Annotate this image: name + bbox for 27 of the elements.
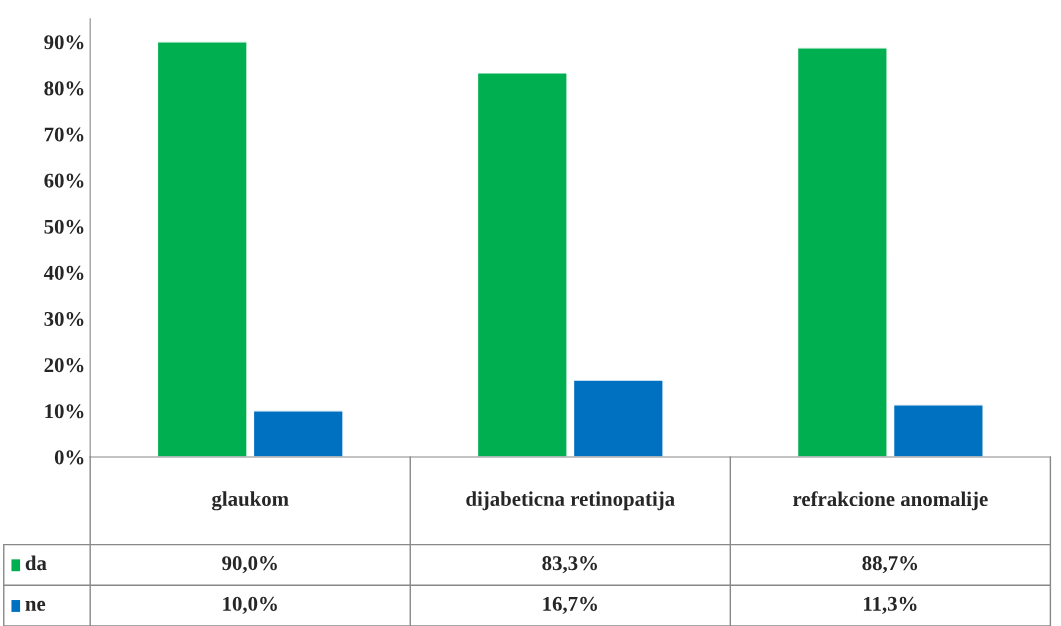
data-label: 16,7% [543,596,597,614]
bar [892,404,984,457]
y-tick-label: 30% [44,311,84,327]
data-label: 90,0% [222,556,277,574]
y-tick-label: 20% [44,358,84,373]
data-label: 83,3% [542,556,597,574]
y-tick-label: 0% [54,450,84,465]
data-label: 10,0% [223,596,277,614]
bar [476,72,568,457]
y-tick-label: 90% [44,35,84,50]
bar [796,47,888,457]
legend-label: da [25,555,47,571]
data-label: 88,7% [862,556,918,574]
y-tick-label: 40% [43,265,84,280]
y-tick-label: 10% [45,404,84,419]
bar [252,410,344,457]
data-label: 11,3% [863,596,917,614]
y-tick-label: 80% [44,81,84,96]
legend-label: ne [25,600,46,611]
y-tick-label: 60% [44,173,84,188]
x-tick-label: dijabeticna retinopatija [466,491,675,511]
x-tick-label: refrakcione anomalije [793,491,988,511]
x-tick-label: glaukom [211,491,289,511]
bar [156,41,248,457]
bar [572,379,664,457]
y-tick-label: 70% [44,127,84,142]
y-tick-label: 50% [44,219,84,234]
